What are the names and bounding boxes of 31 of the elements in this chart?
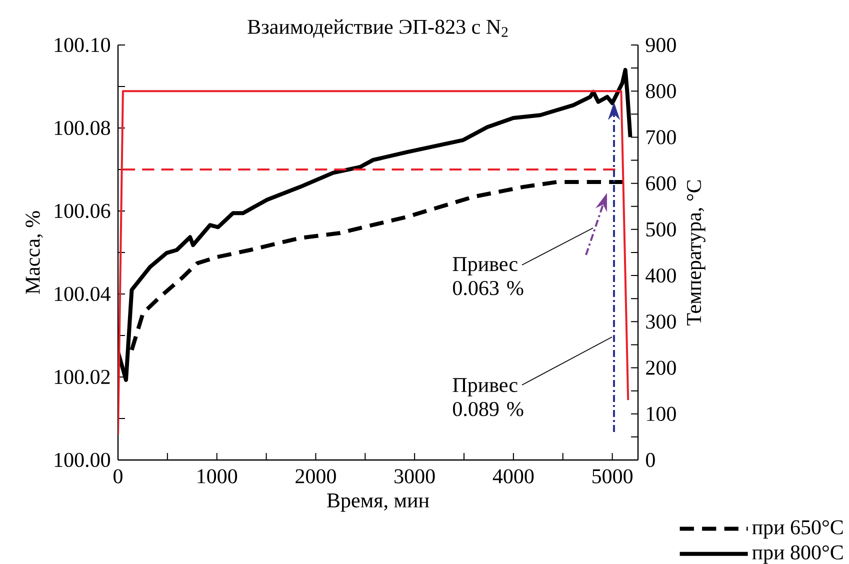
x-tick-label: 0 bbox=[114, 469, 122, 484]
y-tick-label: 100.10 bbox=[54, 38, 110, 52]
y2-tick-label: 400 bbox=[646, 268, 676, 283]
y2-tick-label: 800 bbox=[646, 84, 676, 98]
y-tick-label: 100.08 bbox=[54, 120, 110, 136]
x-tick-label: 3000 bbox=[394, 469, 435, 484]
x-axis-title: Время, мин bbox=[327, 494, 430, 512]
legend-label: при 800°C bbox=[752, 545, 843, 564]
y2-tick-label: 600 bbox=[646, 176, 676, 190]
x-tick-label: 2000 bbox=[296, 469, 336, 484]
y-tick-label: 100.04 bbox=[54, 286, 110, 302]
annotation: Привес 0.089 % bbox=[452, 378, 524, 416]
y2-tick-label: 300 bbox=[646, 314, 676, 329]
x-tick-label: 1000 bbox=[198, 469, 238, 484]
y-axis-title: Масса, % bbox=[26, 211, 43, 294]
y2-tick-label: 900 bbox=[646, 38, 676, 52]
y2-tick-label: 100 bbox=[647, 406, 676, 421]
chart-title: Взаимодействие ЭП-823 с N$_{2}$ bbox=[248, 19, 508, 38]
x-tick-label: 4000 bbox=[492, 469, 534, 484]
y2-axis-title: Температура, °C bbox=[686, 180, 706, 326]
y2-tick-label: 500 bbox=[646, 222, 676, 237]
y-tick-label: 100.00 bbox=[54, 452, 110, 468]
y2-tick-label: 0 bbox=[646, 452, 655, 468]
y2-tick-label: 700 bbox=[646, 130, 676, 144]
annotation: Привес 0.063 % bbox=[452, 257, 524, 296]
line-series bbox=[130, 180, 626, 352]
y-tick-label: 100.02 bbox=[54, 370, 110, 384]
legend-label: при 650°C bbox=[752, 520, 843, 539]
y-tick-label: 100.06 bbox=[54, 204, 110, 218]
y2-tick-label: 200 bbox=[646, 360, 676, 375]
x-tick-label: 5000 bbox=[592, 469, 633, 484]
